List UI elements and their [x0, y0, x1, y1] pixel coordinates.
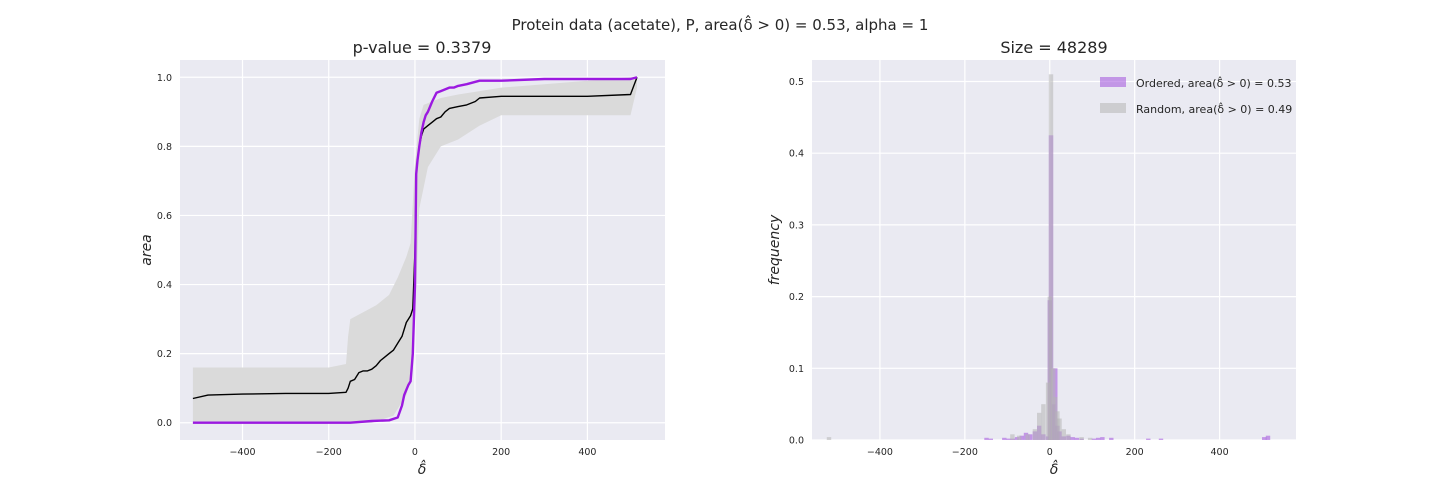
ordered-histogram-bar [1146, 438, 1151, 440]
left-x-tick-label: −200 [316, 447, 342, 458]
right-y-axis-label: frequency [767, 214, 783, 285]
right-y-tick-labels: 0.0 0.1 0.2 0.3 0.4 0.5 [789, 77, 804, 446]
right-x-tick-label: 0 [1047, 447, 1053, 458]
left-y-tick-label: 0.4 [157, 280, 172, 291]
right-y-tick-label: 0.3 [789, 220, 804, 231]
ordered-histogram-bar [1006, 438, 1011, 440]
right-x-tick-label: −400 [867, 447, 893, 458]
right-y-tick-label: 0.2 [789, 292, 804, 303]
right-title: Size = 48289 [1000, 38, 1107, 57]
left-subplot: −400 −200 0 200 400 0.0 0.2 0.4 0.6 0.8 1.0 p-val… [139, 38, 665, 478]
random-histogram-bar [1032, 429, 1038, 440]
right-x-tick-label: 400 [1211, 447, 1229, 458]
legend: Ordered, area(δ̂ > 0) = 0.53 Random, are… [1100, 76, 1292, 116]
left-y-tick-label: 0.6 [157, 211, 172, 222]
ordered-histogram-bar [1074, 437, 1080, 440]
random-mean-line [192, 77, 638, 400]
ordered-histogram-bar [1028, 434, 1033, 440]
random-histogram-bar [826, 437, 832, 440]
random-histogram-bar [1037, 412, 1042, 440]
ordered-histogram-bar [984, 437, 989, 440]
left-y-tick-labels: 0.0 0.2 0.4 0.6 0.8 1.0 [157, 73, 172, 429]
figure-suptitle: Protein data (acetate), P, area(δ̂ > 0) … [512, 14, 929, 34]
random-histogram-bar [1017, 435, 1022, 440]
ordered-histogram-bar [1262, 437, 1267, 440]
left-y-tick-label: 0.0 [157, 418, 172, 429]
random-histogram-bar [1048, 74, 1054, 441]
right-y-tick-label: 0.0 [789, 436, 804, 447]
left-x-axis-label: δ̂ [418, 459, 427, 478]
random-histogram-bar [1010, 434, 1015, 440]
ordered-histogram-bar [1096, 437, 1101, 440]
ordered-histogram-bar [1109, 437, 1114, 440]
legend-label-random: Random, area(δ̂ > 0) = 0.49 [1136, 102, 1292, 116]
legend-label-ordered: Ordered, area(δ̂ > 0) = 0.53 [1136, 76, 1292, 90]
ordered-histogram-bar [1265, 435, 1271, 440]
left-y-tick-label: 0.8 [157, 142, 172, 153]
ordered-histogram-bar [1100, 437, 1105, 440]
random-histogram-bar [1066, 434, 1071, 440]
left-y-axis-label: area [139, 234, 155, 266]
random-histogram-bar [1041, 404, 1046, 440]
right-x-axis-label: δ̂ [1050, 459, 1059, 478]
ordered-histogram-bar [988, 438, 993, 440]
right-subplot: −400 −200 0 200 400 0.0 0.1 0.2 0.3 0.4 0.5 Size … [767, 38, 1296, 478]
right-x-tick-label: −200 [952, 447, 978, 458]
legend-swatch-random [1100, 103, 1126, 113]
left-title: p-value = 0.3379 [353, 38, 492, 57]
right-x-tick-labels: −400 −200 0 200 400 [867, 447, 1229, 458]
random-histogram-bar [1087, 437, 1093, 440]
random-histogram-bar [1025, 434, 1030, 440]
right-y-tick-label: 0.5 [789, 77, 804, 88]
legend-swatch-ordered [1100, 77, 1126, 87]
left-x-tick-labels: −400 −200 0 200 400 [229, 447, 596, 458]
ordered-histogram-bar [1158, 438, 1164, 440]
left-y-tick-label: 0.2 [157, 349, 172, 360]
left-y-tick-label: 1.0 [157, 73, 172, 84]
ordered-area-line [192, 76, 638, 424]
left-x-tick-label: 400 [578, 447, 596, 458]
left-x-tick-label: 200 [492, 447, 510, 458]
right-x-tick-label: 200 [1126, 447, 1144, 458]
ordered-histogram-bar [1091, 438, 1097, 440]
random-histogram-bar [1079, 437, 1084, 440]
right-y-tick-label: 0.1 [789, 364, 804, 375]
right-y-tick-label: 0.4 [789, 149, 804, 160]
ordered-histogram-bar [1070, 437, 1075, 440]
ordered-histogram-bar [1002, 437, 1007, 440]
left-x-tick-label: 0 [412, 447, 418, 458]
ordered-histogram-bar [1019, 435, 1024, 440]
left-chart-marks [192, 76, 638, 424]
left-x-tick-label: −400 [229, 447, 255, 458]
right-chart-marks [826, 74, 1271, 441]
random-histogram-bar [1061, 429, 1066, 440]
random-histogram-bar [1057, 418, 1062, 440]
